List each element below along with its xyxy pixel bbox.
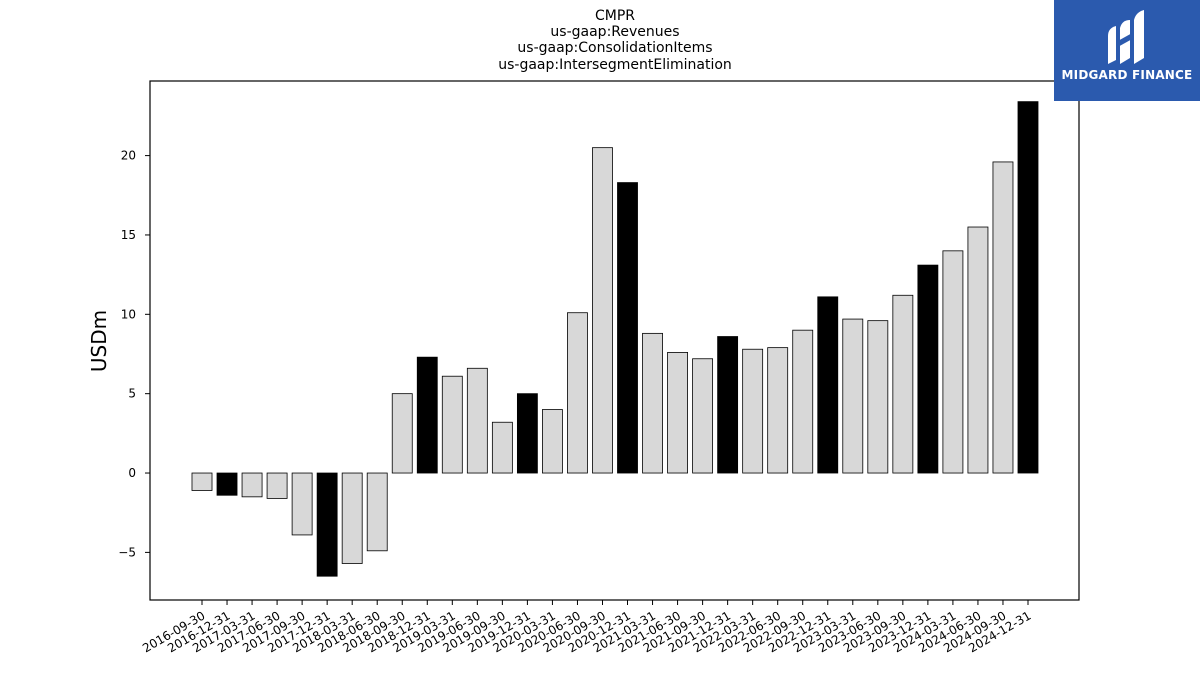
y-tick-label: −5 <box>118 545 136 559</box>
bar-2018-06-30 <box>366 472 388 552</box>
y-tick-label: 0 <box>128 466 136 480</box>
bar-2020-03-31 <box>542 409 563 474</box>
bar-2024-03-31 <box>942 250 964 474</box>
bar-2021-06-30 <box>667 351 688 474</box>
bar-2021-12-31 <box>717 336 739 474</box>
y-tick-label: 5 <box>128 387 136 401</box>
bar-2020-06-30 <box>567 312 588 474</box>
y-axis-ticks: −5 0 5 10 15 20 <box>118 149 150 559</box>
bar-2017-09-30 <box>291 472 313 536</box>
brand-name: MIDGARD FINANCE <box>1061 68 1193 82</box>
bar-2017-12-31 <box>316 472 338 577</box>
bar-2023-06-30 <box>867 320 889 474</box>
x-axis-ticks: 2016-09-302016-12-312017-03-312017-06-30… <box>140 600 1034 655</box>
bar-2021-03-31 <box>642 332 663 474</box>
brand-logo: MIDGARD FINANCE <box>1054 0 1200 101</box>
bar-2017-06-30 <box>266 472 288 499</box>
chart-title: CMPR us-gaap:Revenues us-gaap:Consolidat… <box>498 8 732 73</box>
bar-2021-09-30 <box>692 358 714 474</box>
bar-2023-09-30 <box>892 294 914 474</box>
bar-2024-09-30 <box>992 161 1014 474</box>
bar-2022-03-31 <box>742 348 764 474</box>
title-line-1: CMPR <box>595 8 635 24</box>
bar-2022-09-30 <box>792 329 814 474</box>
bar-2018-12-31 <box>416 356 438 474</box>
midgard-logo-icon <box>1108 10 1144 64</box>
bar-2022-12-31 <box>817 296 839 474</box>
bar-2017-03-31 <box>241 472 263 498</box>
bar-2016-09-30 <box>191 472 213 491</box>
bar-2019-09-30 <box>491 421 513 474</box>
bar-2019-12-31 <box>516 393 538 474</box>
bar-2016-12-31 <box>216 472 238 496</box>
bar-2019-06-30 <box>466 367 488 474</box>
title-line-2: us-gaap:Revenues <box>550 24 679 40</box>
bar-2019-03-31 <box>441 375 463 474</box>
y-tick-label: 15 <box>121 228 136 242</box>
bar-2024-12-31 <box>1017 101 1039 474</box>
bar-2020-09-30 <box>592 147 613 474</box>
bars-group <box>191 101 1039 577</box>
bar-2024-06-30 <box>967 226 989 474</box>
bar-2023-12-31 <box>917 264 939 474</box>
bar-2020-12-31 <box>617 182 638 474</box>
bar-2018-09-30 <box>391 393 413 474</box>
bar-2023-03-31 <box>842 318 864 474</box>
title-line-4: us-gaap:IntersegmentElimination <box>498 57 732 73</box>
plot-area-frame <box>149 80 1080 601</box>
y-tick-label: 20 <box>121 149 136 163</box>
bar-2022-06-30 <box>767 347 789 474</box>
title-line-3: us-gaap:ConsolidationItems <box>517 40 712 56</box>
y-tick-label: 10 <box>121 307 136 321</box>
bar-2018-03-31 <box>341 472 363 564</box>
y-axis-label: USDm <box>87 310 111 372</box>
